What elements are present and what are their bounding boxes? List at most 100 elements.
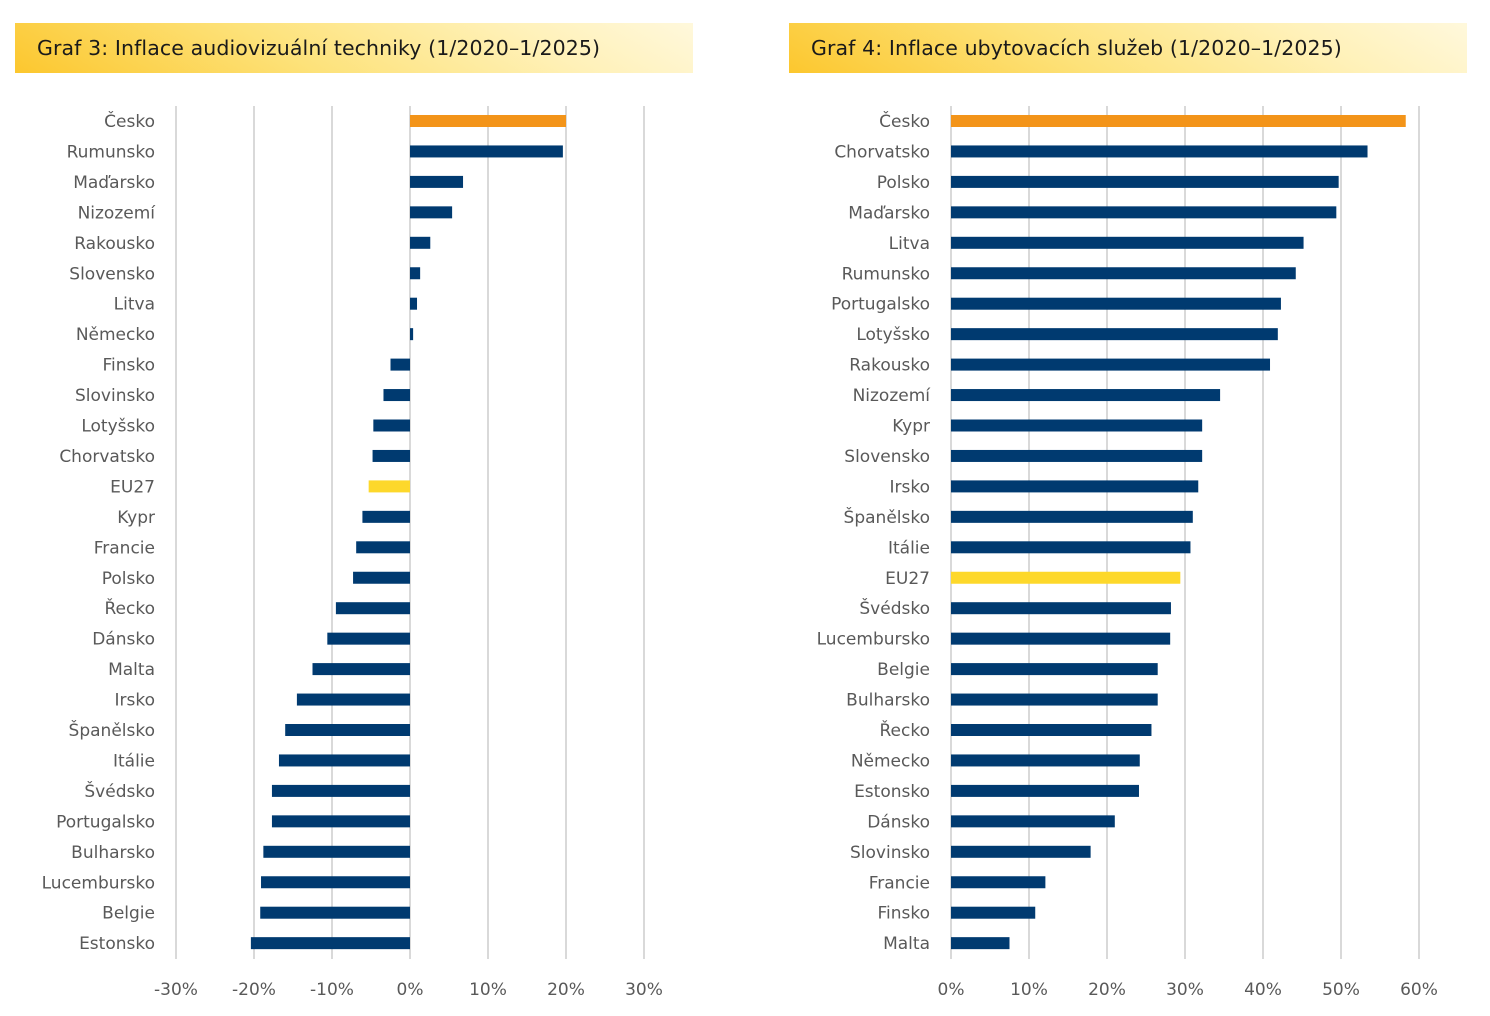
chart3-bar (390, 358, 410, 371)
chart3-bar (410, 328, 414, 341)
chart3-bar (263, 845, 410, 858)
chart3-bar (271, 815, 410, 828)
chart3-category-label: Bulharsko (71, 843, 155, 863)
chart3-tick-label: -20% (232, 980, 276, 1000)
chart4-category-label: Nizozemí (853, 386, 932, 406)
chart3-category-label: Malta (108, 660, 155, 680)
chart4-category-label: Chorvatsko (834, 142, 930, 162)
chart3-title: Graf 3: Inflace audiovizuální techniky (… (15, 23, 693, 73)
chart4-category-label: Rakousko (849, 356, 930, 376)
chart3-category-label: Lotyšsko (81, 417, 155, 437)
chart3-category-label: Řecko (105, 597, 156, 619)
chart3-category-label: Polsko (102, 569, 155, 589)
chart3-bar (260, 906, 410, 919)
chart3-category-label: Irsko (115, 691, 156, 711)
chart4-bar (951, 449, 1203, 462)
chart3-category-label: Švédsko (84, 780, 155, 802)
chart4-bar (951, 784, 1139, 797)
chart3-tick-label: -30% (154, 980, 198, 1000)
chart3-bar (250, 937, 410, 950)
chart4-bar (951, 876, 1046, 889)
chart4-category-label: Německo (851, 751, 930, 771)
chart3-category-label: Německo (76, 325, 155, 345)
chart4-bar (951, 754, 1140, 767)
chart4-bar (951, 236, 1304, 249)
chart4-bar (951, 815, 1115, 828)
chart3-tick-label: 30% (625, 980, 663, 1000)
chart4-category-label: Itálie (888, 538, 930, 558)
chart4-tick-label: 50% (1322, 980, 1360, 1000)
chart4-category-label: Belgie (877, 660, 930, 680)
chart3-bar (410, 175, 464, 188)
chart4-bar (951, 145, 1368, 158)
chart3-category-label: Finsko (102, 356, 155, 376)
chart4-category-label: Slovinsko (850, 843, 930, 863)
chart3-category-label: Česko (104, 110, 155, 132)
chart3-bar (410, 206, 453, 219)
chart3-bar (285, 724, 410, 736)
chart3-tick-label: 20% (547, 980, 585, 1000)
chart4-category-label: EU27 (885, 569, 930, 589)
chart3-bar (410, 236, 431, 249)
chart3-category-label: Španělsko (69, 719, 155, 741)
chart4-tick-label: 60% (1400, 980, 1438, 1000)
chart4-bar (951, 115, 1406, 127)
chart3-category-label: Estonsko (79, 934, 155, 954)
chart4-tick-label: 0% (938, 980, 965, 1000)
chart4-bar (951, 328, 1278, 341)
chart4-tick-label: 20% (1088, 980, 1126, 1000)
chart4-category-label: Španělsko (844, 506, 930, 528)
chart4-bar (951, 937, 1010, 950)
chart3-bar (410, 115, 566, 127)
chart4-bar (951, 541, 1191, 554)
chart4-category-label: Slovensko (844, 447, 930, 467)
chart4-bar (951, 480, 1199, 493)
chart3-bar (372, 449, 410, 462)
chart4-bar (951, 571, 1181, 584)
chart3-category-label: Chorvatsko (59, 447, 155, 467)
chart4-group: 0% 10% 20% 30% 40% 50% 60% Česko Chorvatsko Polsk… (817, 106, 1438, 1000)
chart4-bar (951, 906, 1036, 919)
chart4-category-label: Maďarsko (848, 203, 930, 223)
chart4-category-label: Česko (879, 110, 930, 132)
chart3-category-label: Kypr (117, 508, 155, 528)
chart4-tick-label: 40% (1244, 980, 1282, 1000)
chart3-category-label: Litva (114, 295, 155, 315)
chart3-bar (356, 541, 410, 554)
chart3-category-label: Rakousko (74, 234, 155, 254)
chart3-category-label: Lucembursko (42, 873, 155, 893)
chart3-bar (410, 267, 421, 280)
chart3-category-label: Maďarsko (73, 173, 155, 193)
chart4-category-label: Kypr (892, 417, 930, 437)
chart3-group: -30% -20% -10% 0% 10% 20% 30% Česko Rumunsko Maďa… (42, 106, 663, 1000)
chart4-bar (951, 724, 1152, 736)
chart4-title: Graf 4: Inflace ubytovacích služeb (1/20… (789, 23, 1467, 73)
chart4-category-label: Portugalsko (831, 295, 930, 315)
chart4-category-label: Litva (889, 234, 930, 254)
chart4-category-label: Malta (883, 934, 930, 954)
chart3-bar (271, 784, 410, 797)
chart4-bar (951, 389, 1221, 402)
chart4-bar (951, 663, 1158, 676)
chart4-bar (951, 206, 1337, 219)
chart3-bar (410, 297, 418, 310)
chart3-bar (327, 632, 410, 645)
chart4-category-label: Rumunsko (842, 264, 930, 284)
chart3-bar (261, 876, 410, 889)
chart4-tick-label: 10% (1010, 980, 1048, 1000)
chart3-tick-label: -10% (310, 980, 354, 1000)
chart4-category-label: Irsko (890, 477, 931, 497)
chart3-tick-label: 0% (397, 980, 424, 1000)
chart3-category-label: EU27 (110, 477, 155, 497)
chart3-bar (362, 510, 410, 523)
chart3-bar (410, 145, 563, 158)
chart4-category-label: Francie (869, 873, 930, 893)
chart4-category-label: Polsko (877, 173, 930, 193)
chart4-category-label: Švédsko (859, 597, 930, 619)
chart3-bar (368, 480, 410, 493)
chart4-category-label: Řecko (880, 719, 931, 741)
chart4-bar (951, 175, 1339, 188)
chart4-bar (951, 510, 1193, 523)
chart3-category-label: Slovinsko (75, 386, 155, 406)
chart4-tick-label: 30% (1166, 980, 1204, 1000)
